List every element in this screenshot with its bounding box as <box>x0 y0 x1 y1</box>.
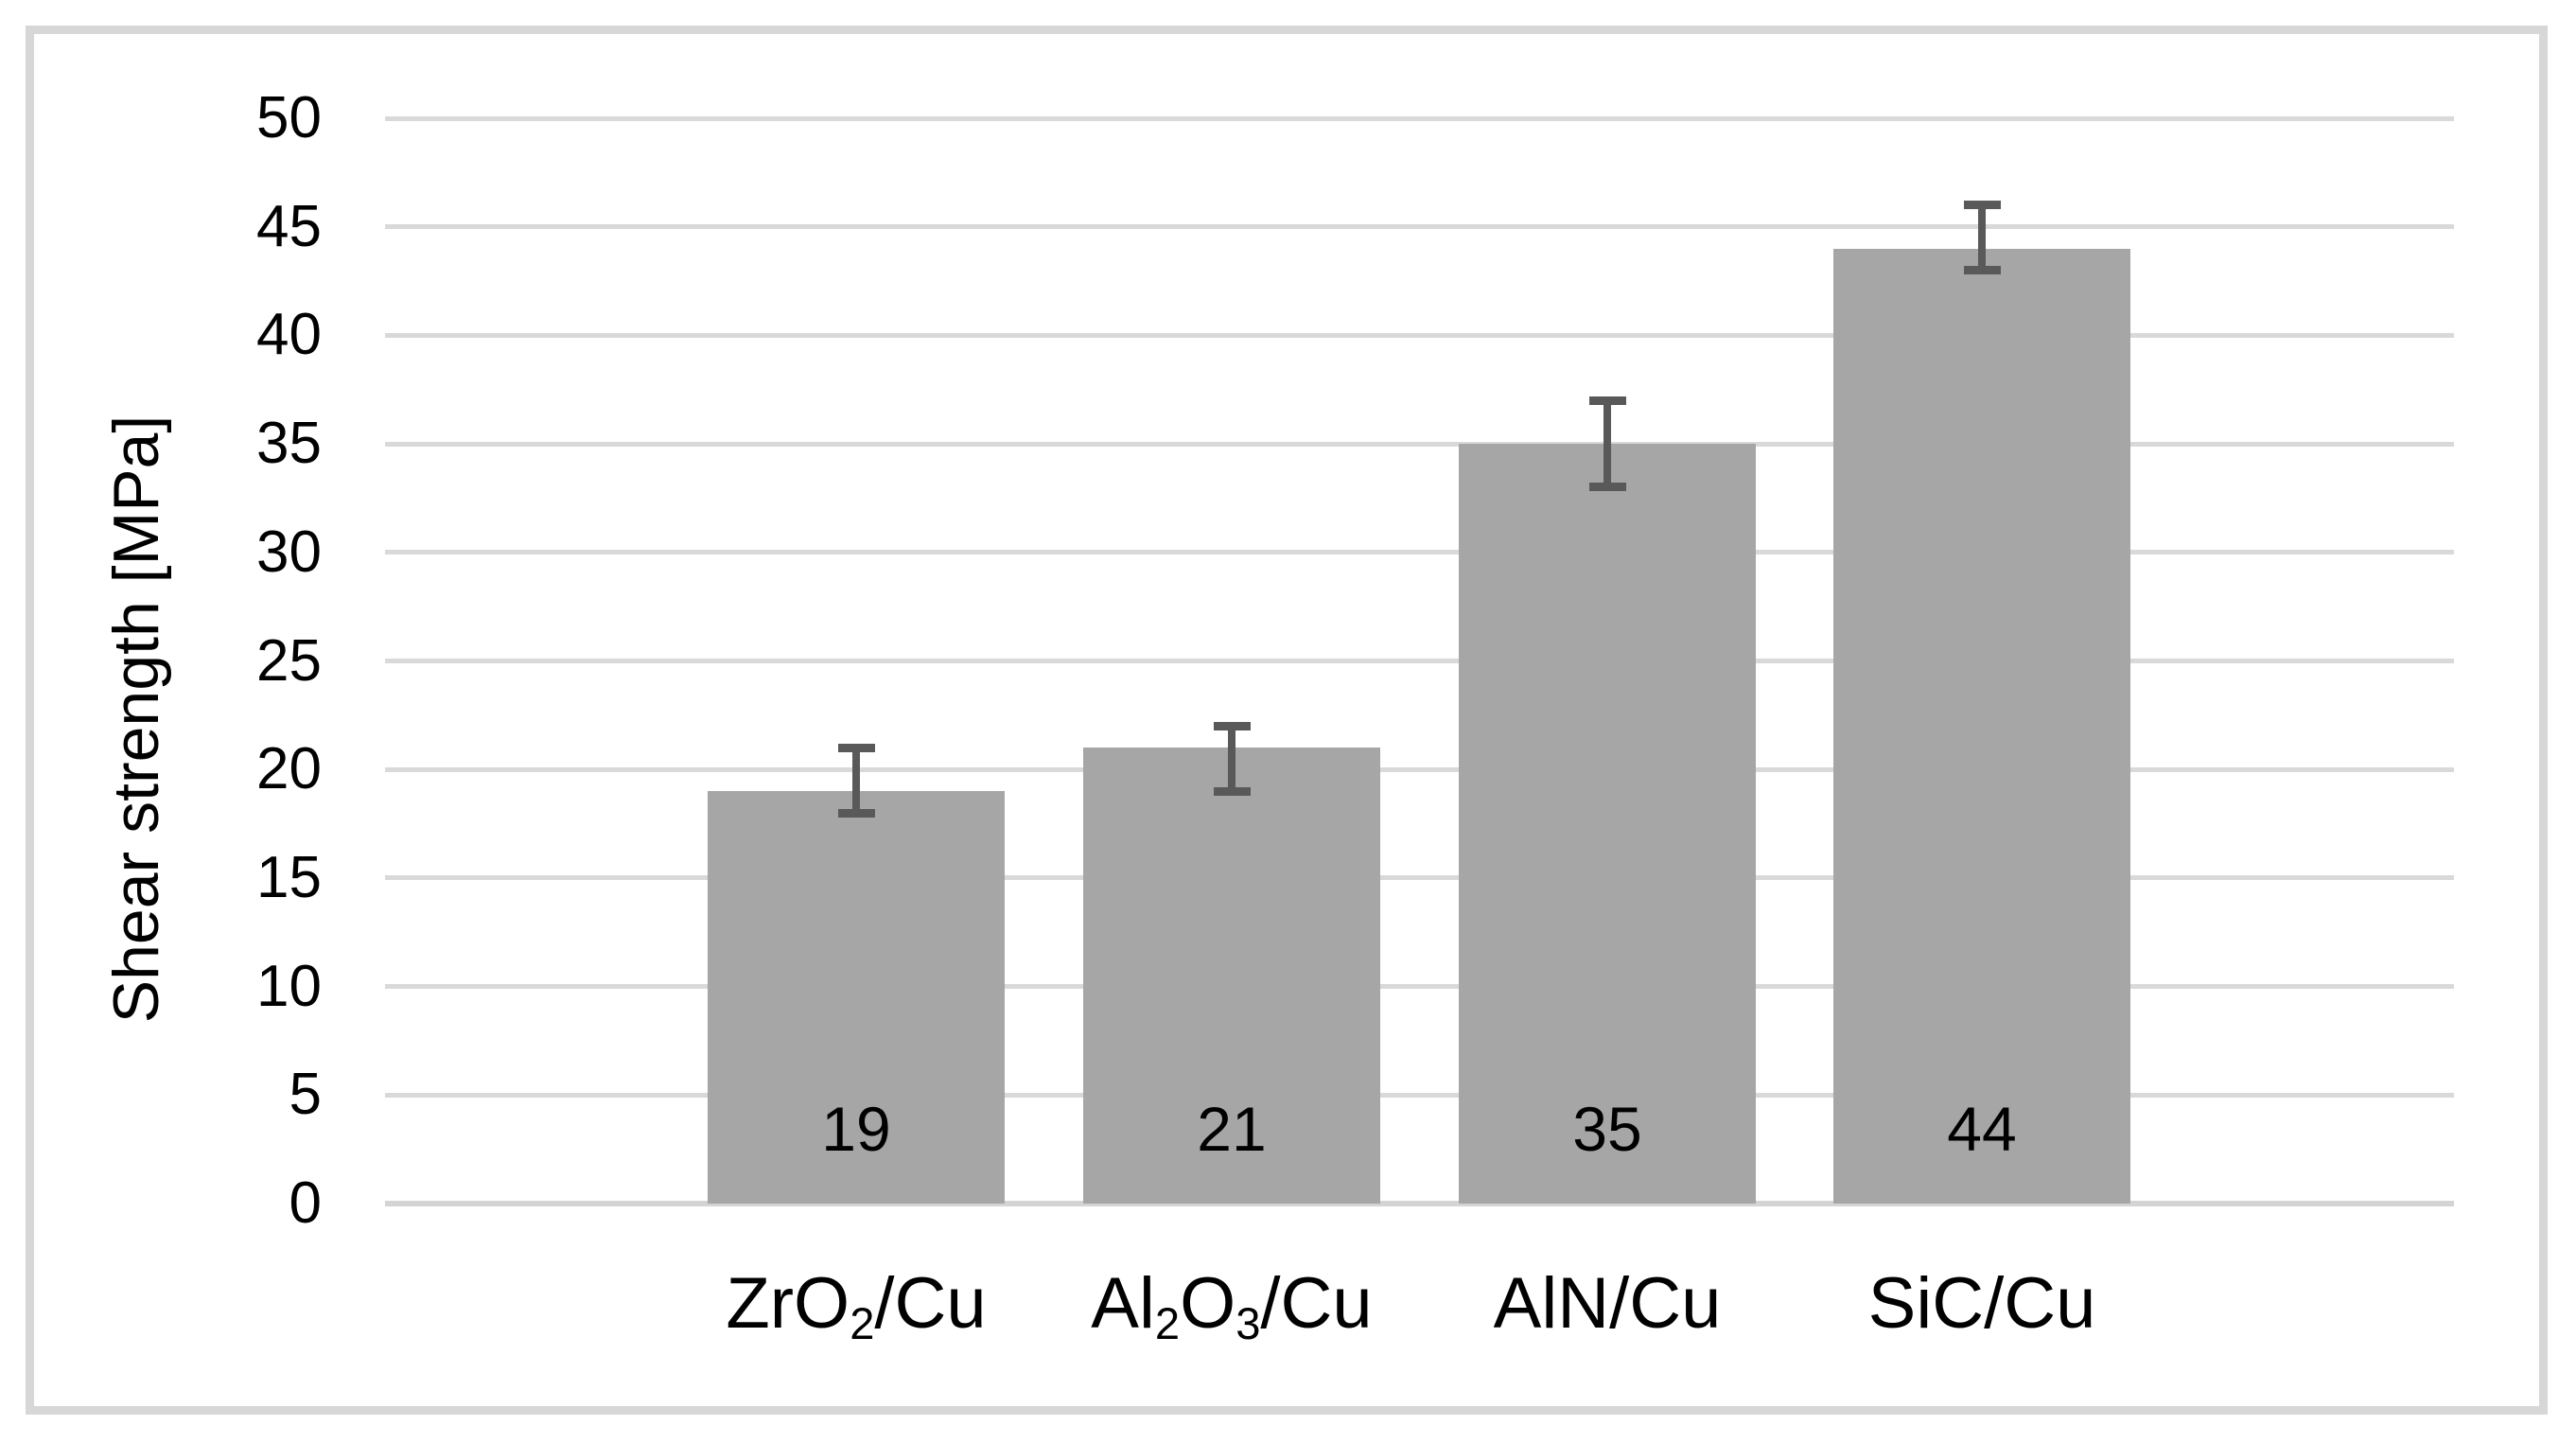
gridline <box>385 441 2454 447</box>
error-bar-line <box>1228 726 1235 792</box>
category-label-text: SiC/Cu <box>1867 1263 2096 1344</box>
bar-value-label: 44 <box>1947 1094 2017 1164</box>
gridline <box>385 1092 2454 1098</box>
bar <box>708 791 1005 1204</box>
category-label-text: Al <box>1091 1263 1155 1344</box>
category-label-text: O <box>1180 1263 1236 1344</box>
bar-value-label: 35 <box>1572 1094 1642 1164</box>
gridline <box>385 875 2454 881</box>
error-bar-cap-bottom <box>1588 483 1626 492</box>
category-label-text: AlN/Cu <box>1493 1263 1722 1344</box>
chart-border <box>26 26 2548 1415</box>
y-tick-label: 15 <box>256 844 322 910</box>
x-category-label: Al2O3/Cu <box>986 1258 1478 1358</box>
gridline <box>385 550 2454 555</box>
error-bar-line <box>1603 400 1611 487</box>
error-bar-cap-bottom <box>1213 786 1251 796</box>
y-tick-label: 40 <box>256 302 322 368</box>
bar-value-label: 19 <box>821 1094 891 1164</box>
error-bar-cap-bottom <box>1963 266 2001 275</box>
x-axis-line <box>385 1201 2454 1206</box>
y-tick-label: 5 <box>289 1062 322 1128</box>
category-label-text: ZrO <box>726 1263 850 1344</box>
bar <box>1083 748 1380 1204</box>
bar <box>1833 248 2130 1204</box>
error-bar-cap-top <box>1963 201 2001 210</box>
error-bar-cap-top <box>837 743 875 752</box>
error-bar-cap-bottom <box>837 808 875 818</box>
gridline <box>385 984 2454 990</box>
gridline <box>385 332 2454 338</box>
category-label-subscript: 2 <box>850 1298 875 1349</box>
bar <box>1459 444 1756 1204</box>
y-tick-label: 10 <box>256 953 322 1019</box>
error-bar-line <box>852 748 860 814</box>
y-tick-label: 35 <box>256 411 322 477</box>
error-bar-cap-top <box>1588 396 1626 405</box>
category-label-subscript: 3 <box>1235 1298 1261 1349</box>
gridline <box>385 224 2454 230</box>
x-category-label: AlN/Cu <box>1361 1258 1853 1349</box>
y-tick-label: 30 <box>256 519 322 585</box>
category-label-text: /Cu <box>1260 1263 1373 1344</box>
category-label-text: /Cu <box>874 1263 987 1344</box>
bar-value-label: 21 <box>1197 1094 1267 1164</box>
x-category-label: ZrO2/Cu <box>610 1258 1102 1358</box>
y-axis-title: Shear strength [MPa] <box>100 414 172 1024</box>
y-tick-label: 50 <box>256 85 322 150</box>
error-bar-line <box>1978 204 1986 271</box>
y-tick-label: 0 <box>289 1170 322 1236</box>
category-label-subscript: 2 <box>1154 1298 1181 1349</box>
y-tick-label: 45 <box>256 193 322 259</box>
error-bar-cap-top <box>1213 721 1251 730</box>
x-category-label: SiC/Cu <box>1736 1258 2228 1349</box>
gridline <box>385 766 2454 772</box>
y-tick-label: 25 <box>256 627 322 694</box>
y-tick-label: 20 <box>256 736 322 802</box>
gridline <box>385 115 2454 121</box>
gridline <box>385 659 2454 663</box>
